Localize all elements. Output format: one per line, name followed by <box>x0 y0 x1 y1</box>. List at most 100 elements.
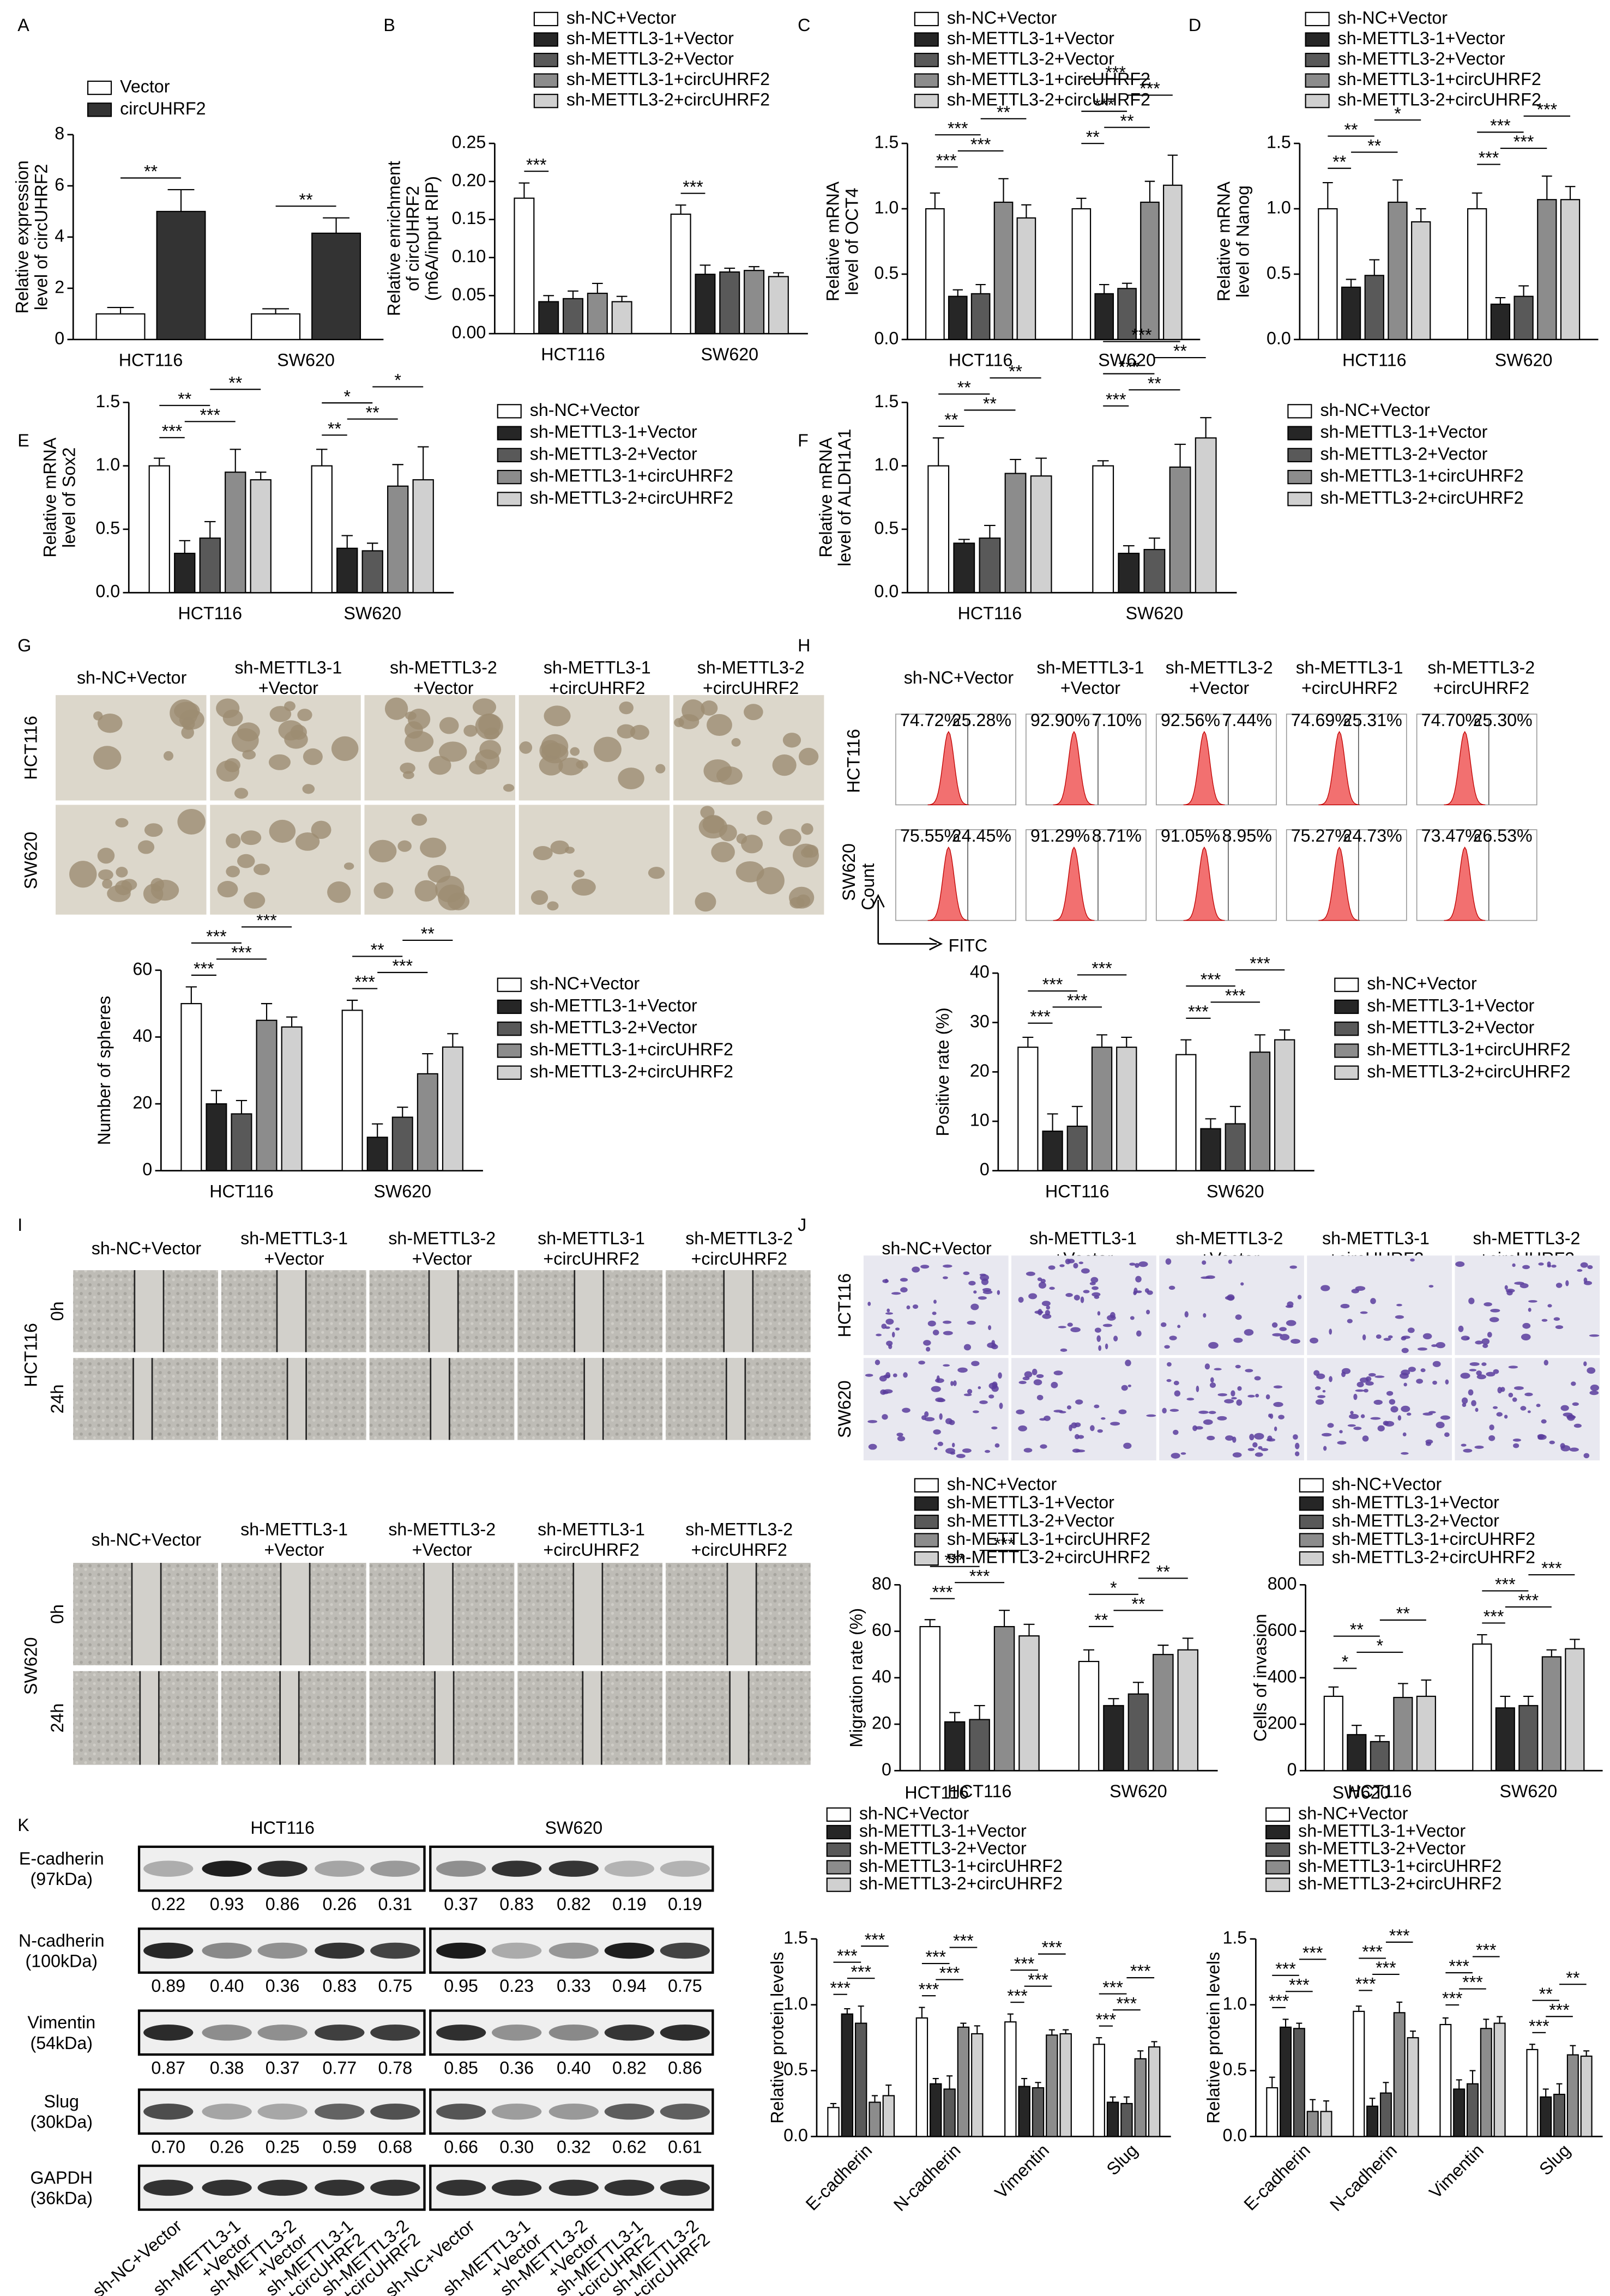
legend-swatch <box>1305 11 1330 27</box>
band-value: 0.19 <box>668 1894 702 1914</box>
panel-label: B <box>383 15 395 35</box>
invaded-cell <box>1235 1314 1242 1320</box>
invaded-cell <box>1249 1434 1255 1441</box>
invaded-cell <box>1022 1376 1030 1381</box>
bar <box>1540 2096 1552 2137</box>
y-tick-label: 0 <box>882 1760 891 1779</box>
invaded-cell <box>1180 1452 1186 1455</box>
column-label: sh-NC+Vector <box>92 1238 202 1258</box>
wound-gap <box>140 1671 159 1765</box>
invaded-cell <box>1048 1265 1056 1270</box>
row-label: HCT116 <box>21 1323 41 1387</box>
legend-label: sh-METTL3-2+circUHRF2 <box>1332 1548 1535 1567</box>
significance-label: ** <box>1350 1620 1364 1640</box>
blot-band <box>370 1942 420 1959</box>
wound-gap <box>584 1358 604 1440</box>
invaded-cell <box>950 1451 956 1455</box>
significance-label: *** <box>526 155 547 174</box>
sphere <box>484 727 500 740</box>
legend-swatch <box>1265 1877 1291 1892</box>
invaded-cell <box>1138 1261 1148 1267</box>
invaded-cell <box>1201 1276 1210 1279</box>
y-tick-label: 20 <box>132 1093 152 1113</box>
invaded-cell <box>923 1340 931 1346</box>
invaded-cell <box>1386 1391 1394 1396</box>
invaded-cell <box>1018 1297 1024 1303</box>
invaded-cell <box>1436 1342 1446 1349</box>
significance-label: ** <box>328 419 342 438</box>
bar <box>1134 2058 1147 2137</box>
bar <box>1195 437 1217 594</box>
flow-plot <box>1026 714 1147 806</box>
invaded-cell <box>932 1312 937 1315</box>
invaded-cell <box>1042 1313 1052 1319</box>
band-value: 0.85 <box>444 2058 478 2077</box>
sphere <box>397 840 412 852</box>
invaded-cell <box>1105 1343 1108 1350</box>
invaded-cell <box>956 1454 966 1458</box>
invaded-cell <box>994 1443 1000 1448</box>
invaded-cell <box>1417 1347 1427 1351</box>
bar <box>1200 1128 1221 1171</box>
y-tick-label: 0.25 <box>452 132 486 152</box>
bar <box>1163 184 1183 340</box>
bar <box>993 1626 1015 1772</box>
band-value: 0.82 <box>557 1894 591 1914</box>
invaded-cell <box>1231 1390 1235 1397</box>
column-label: +circUHRF2 <box>543 1540 639 1560</box>
blot-band <box>548 1860 599 1877</box>
wound-gap <box>276 1270 306 1352</box>
sphere <box>570 747 580 756</box>
gate-percent: 74.70% <box>1421 710 1481 730</box>
invaded-cell <box>1081 1268 1090 1274</box>
x-tick-label: SW620 <box>701 345 758 364</box>
sphere <box>237 854 255 868</box>
band-value: 0.19 <box>612 1894 647 1914</box>
bar <box>957 2026 970 2137</box>
invaded-cell <box>1460 1373 1470 1379</box>
column-label: sh-METTL3-2 <box>1427 657 1535 677</box>
invaded-cell <box>1468 1389 1474 1396</box>
legend-swatch <box>533 52 558 68</box>
invaded-cell <box>1016 1409 1025 1415</box>
legend-label: sh-METTL3-2+Vector <box>1367 1018 1534 1037</box>
band-value: 0.77 <box>322 2058 357 2077</box>
column-label: sh-METTL3-2 <box>685 1228 793 1248</box>
sphere <box>98 869 113 880</box>
protein-size: (36kDa) <box>30 2188 93 2208</box>
bar <box>1580 2055 1593 2137</box>
legend-label: sh-NC+Vector <box>1367 974 1477 993</box>
y-tick-label: 0.20 <box>452 170 486 190</box>
bar <box>1249 1052 1271 1171</box>
invaded-cell <box>1589 1334 1600 1337</box>
bar <box>1347 1734 1367 1772</box>
invaded-cell <box>1033 1379 1042 1386</box>
invaded-cell <box>1327 1423 1334 1428</box>
blot-band <box>257 1860 307 1877</box>
sphere <box>744 704 763 721</box>
gate-percent: 73.47% <box>1421 826 1481 845</box>
legend-label: sh-METTL3-2+circUHRF2 <box>859 1874 1063 1893</box>
band-value: 0.26 <box>322 1894 357 1914</box>
column-label: +Vector <box>413 678 473 698</box>
band-value: 0.87 <box>151 2058 185 2077</box>
column-label: sh-METTL3-1 <box>240 1520 348 1539</box>
significance-label: *** <box>1269 1991 1289 2011</box>
bar <box>1320 2111 1332 2137</box>
sphere <box>373 882 394 899</box>
sphere <box>565 847 575 854</box>
legend-swatch <box>1305 94 1330 108</box>
bar <box>1467 208 1487 340</box>
y-tick-label: 0.0 <box>875 328 899 348</box>
y-tick-label: 1.5 <box>1222 1928 1247 1947</box>
column-label: +circUHRF2 <box>691 1249 787 1268</box>
bar <box>1370 1741 1390 1772</box>
blot-band <box>257 2025 307 2041</box>
wound-gap <box>131 1563 161 1665</box>
legend-swatch <box>1265 1824 1291 1840</box>
sphere <box>719 824 737 842</box>
invaded-cell <box>924 1417 935 1422</box>
invaded-cell <box>1560 1405 1569 1411</box>
sphere <box>703 759 732 783</box>
bar <box>95 313 146 340</box>
